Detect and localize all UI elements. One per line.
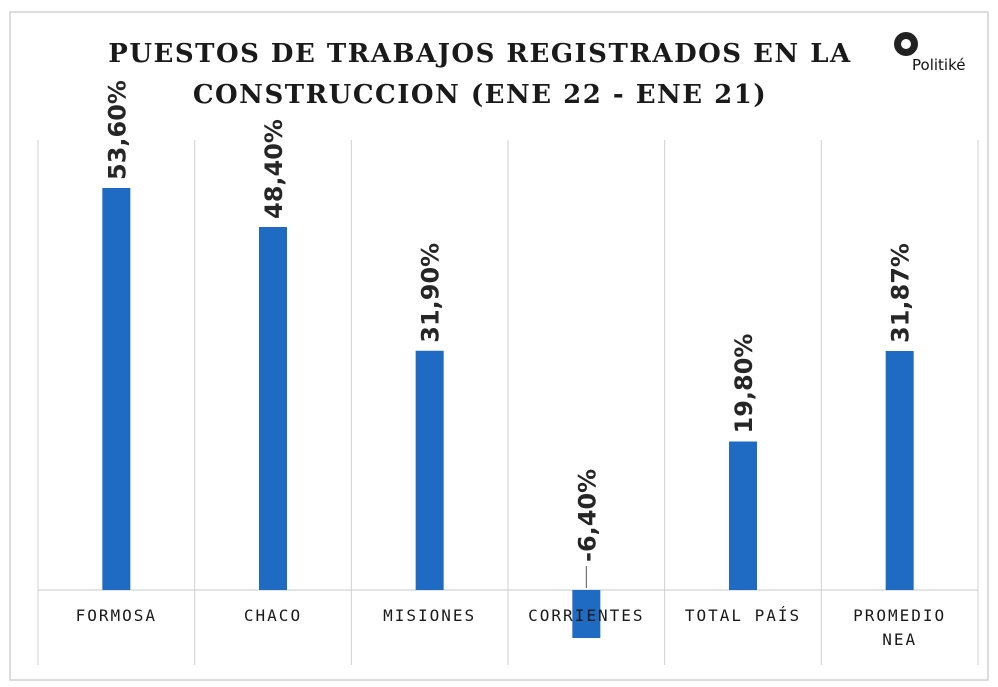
logo-icon [901, 39, 911, 49]
bar [729, 441, 757, 590]
value-label: 31,87% [887, 243, 915, 343]
bar [885, 350, 914, 590]
bar [415, 350, 444, 590]
value-label: 19,80% [730, 334, 758, 434]
value-label: -6,40% [573, 469, 601, 562]
bar [572, 590, 601, 638]
value-label: 31,90% [417, 243, 445, 343]
x-tick-label: CORRIENTES [528, 606, 645, 625]
chart-title: PUESTOS DE TRABAJOS REGISTRADOS EN LA [108, 39, 851, 69]
x-tick-label: FORMOSA [75, 606, 158, 625]
x-tick-label: TOTAL PAÍS [684, 606, 802, 625]
bar [102, 188, 131, 590]
logo-text: Politiké [912, 56, 965, 74]
logo: Politiké [894, 32, 965, 74]
frame [9, 11, 989, 681]
bar [259, 227, 287, 590]
chart-title: CONSTRUCCION (ENE 22 - ENE 21) [193, 80, 767, 110]
x-tick-label: PROMEDIO NEA [853, 606, 947, 649]
value-label: 48,40% [260, 119, 288, 219]
value-label: 53,60% [103, 80, 131, 180]
x-tick-label: CHACO [243, 606, 303, 625]
x-tick-label: MISIONES [383, 606, 477, 625]
